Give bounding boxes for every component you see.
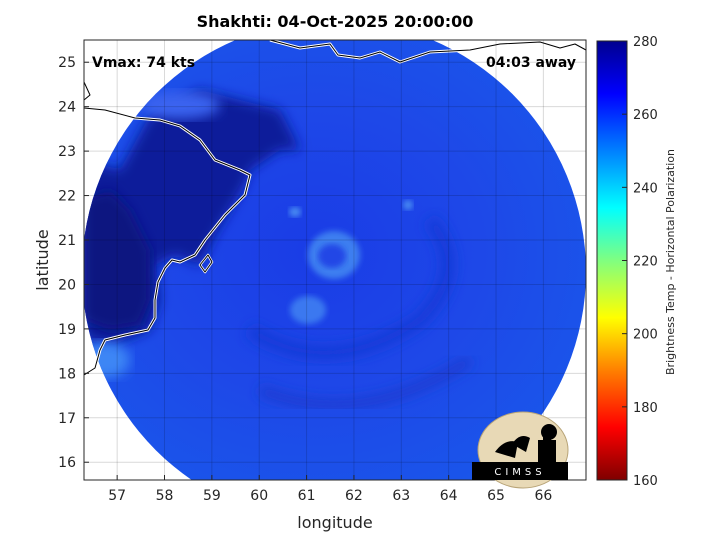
chart-title: Shakhti: 04-Oct-2025 20:00:00: [196, 12, 474, 31]
x-tick-label: 66: [534, 488, 552, 504]
y-tick-label: 20: [58, 277, 76, 293]
x-tick-label: 59: [203, 488, 221, 504]
time-away-label: 04:03 away: [486, 55, 576, 71]
colorbar-tick-label: 160: [633, 474, 658, 489]
colorbar-tick-label: 260: [633, 108, 658, 123]
storm-eye: [246, 200, 473, 410]
colorbar-tick-label: 180: [633, 401, 658, 416]
colorbar-tick-label: 200: [633, 328, 658, 343]
colorbar-label: Brightness Temp - Horizontal Polarizatio…: [664, 149, 677, 375]
x-tick-label: 62: [345, 488, 363, 504]
x-tick-label: 61: [298, 488, 316, 504]
y-tick-label: 22: [58, 189, 76, 205]
x-tick-label: 64: [440, 488, 458, 504]
x-axis-label: longitude: [297, 513, 372, 532]
plot-frame: [83, 39, 587, 481]
x-tick-label: 63: [392, 488, 410, 504]
y-tick-label: 16: [58, 455, 76, 471]
x-tick-label: 58: [156, 488, 174, 504]
y-axis-label: latitude: [33, 229, 52, 290]
cimss-logo: CIMSS: [472, 411, 569, 489]
coastline: [84, 40, 586, 377]
y-tick-label: 23: [58, 144, 76, 160]
map-grid: [84, 40, 586, 480]
y-axis-ticks: 16 17 18 19 20 21 22 23 24 25: [58, 55, 89, 471]
y-tick-label: 19: [58, 322, 76, 338]
x-tick-label: 57: [108, 488, 126, 504]
y-tick-label: 21: [58, 233, 76, 249]
y-tick-label: 24: [58, 100, 76, 116]
colorbar-tick-label: 240: [633, 181, 658, 196]
vmax-label: Vmax: 74 kts: [92, 55, 195, 71]
satellite-swath: [84, 40, 586, 480]
colorbar-ticks: 160 180 200 220 240 260 280: [622, 35, 658, 489]
colorbar-tick-label: 280: [633, 35, 658, 50]
logo-text: CIMSS: [494, 467, 545, 478]
colorbar-tick-label: 220: [633, 255, 658, 270]
water-tower-icon: [541, 424, 557, 440]
satellite-dish-icon: [495, 441, 518, 458]
x-tick-label: 65: [487, 488, 505, 504]
y-tick-label: 25: [58, 55, 76, 71]
colorbar: 160 180 200 220 240 260 280 Brightness Temp - …: [596, 35, 677, 489]
y-tick-label: 17: [58, 411, 76, 427]
y-tick-label: 18: [58, 366, 76, 382]
x-tick-label: 60: [250, 488, 268, 504]
